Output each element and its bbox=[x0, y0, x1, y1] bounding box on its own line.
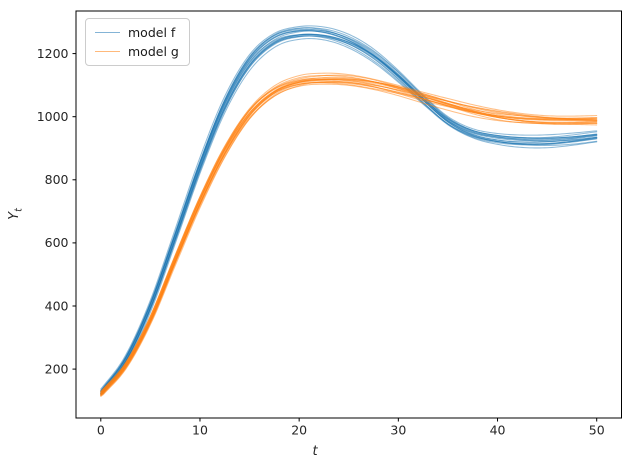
y-axis: 200 400 600 800 1000 1200 bbox=[37, 46, 76, 376]
y-tick-label: 1000 bbox=[37, 109, 69, 124]
y-tick-label: 600 bbox=[45, 235, 69, 250]
trajectory-line bbox=[100, 33, 598, 395]
legend-label-model-g: model g bbox=[128, 44, 179, 59]
trajectory-line bbox=[100, 35, 598, 395]
legend-line-model-g-icon bbox=[95, 51, 120, 52]
y-tick-label: 800 bbox=[45, 172, 69, 187]
y-axis-label-sub: t bbox=[13, 208, 25, 212]
x-tick-label: 0 bbox=[97, 423, 105, 438]
x-tick-label: 40 bbox=[490, 423, 506, 438]
legend-entry-model-g: model g bbox=[95, 43, 179, 60]
axes-spines bbox=[75, 10, 622, 419]
trajectory-line bbox=[100, 25, 598, 390]
series-model-g bbox=[100, 72, 598, 397]
y-tick-label: 1200 bbox=[37, 46, 69, 61]
legend-entry-model-f: model f bbox=[95, 24, 179, 41]
x-axis: 0 10 20 30 40 50 bbox=[97, 418, 605, 438]
trajectory-line bbox=[100, 35, 598, 395]
y-tick-label: 200 bbox=[45, 361, 69, 376]
x-axis-label: t bbox=[0, 444, 630, 459]
x-tick-label: 30 bbox=[390, 423, 406, 438]
x-axis-label-text: t bbox=[312, 444, 318, 459]
plot-area bbox=[100, 25, 598, 397]
trajectory-line bbox=[100, 33, 598, 394]
y-axis-label: Yt bbox=[7, 182, 27, 246]
legend-line-model-f-icon bbox=[95, 32, 120, 33]
trajectory-line bbox=[100, 27, 598, 392]
trajectory-line bbox=[100, 72, 598, 392]
trajectory-line bbox=[100, 29, 598, 393]
trajectory-line bbox=[100, 35, 598, 395]
x-tick-label: 50 bbox=[589, 423, 605, 438]
legend: model f model g bbox=[85, 18, 190, 66]
legend-label-model-f: model f bbox=[128, 25, 176, 40]
x-tick-label: 20 bbox=[291, 423, 307, 438]
y-axis-label-main: Y bbox=[7, 211, 22, 220]
y-tick-label: 400 bbox=[45, 298, 69, 313]
series-model-f bbox=[100, 25, 598, 396]
trajectory-line bbox=[100, 33, 598, 394]
x-tick-label: 10 bbox=[192, 423, 208, 438]
trajectory-line bbox=[100, 33, 598, 394]
trajectory-line bbox=[100, 38, 598, 396]
trajectory-line bbox=[100, 77, 598, 394]
